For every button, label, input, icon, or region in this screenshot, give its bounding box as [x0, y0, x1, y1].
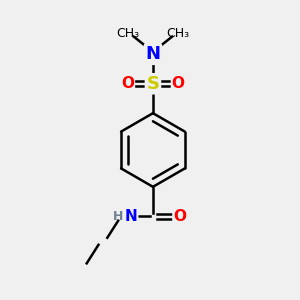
Text: O: O: [122, 76, 134, 91]
Text: N: N: [125, 209, 138, 224]
Text: H: H: [113, 210, 124, 223]
Text: CH₃: CH₃: [116, 27, 140, 40]
Text: CH₃: CH₃: [167, 27, 190, 40]
Text: S: S: [146, 75, 159, 93]
Text: O: O: [172, 76, 184, 91]
Text: O: O: [173, 209, 186, 224]
Text: N: N: [146, 45, 160, 63]
